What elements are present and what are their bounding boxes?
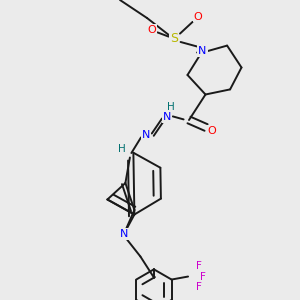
- Text: F: F: [196, 261, 202, 271]
- Text: N: N: [163, 112, 172, 122]
- Text: O: O: [207, 125, 216, 136]
- Text: O: O: [194, 11, 202, 22]
- Text: N: N: [142, 130, 151, 140]
- Text: F: F: [196, 282, 202, 292]
- Text: N: N: [120, 229, 128, 239]
- Text: S: S: [170, 32, 178, 46]
- Text: H: H: [167, 102, 175, 112]
- Text: N: N: [198, 46, 207, 56]
- Text: F: F: [200, 272, 206, 281]
- Text: O: O: [147, 25, 156, 35]
- Text: H: H: [118, 144, 125, 154]
